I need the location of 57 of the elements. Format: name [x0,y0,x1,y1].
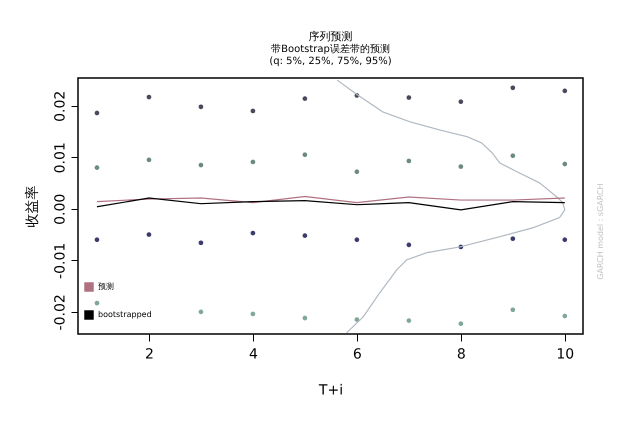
point [198,162,204,168]
point [354,237,360,242]
x-axis-title: T+i [318,382,344,398]
line-series [96,196,566,204]
point [198,310,204,314]
point [562,237,568,242]
line-series [96,197,566,210]
point [94,300,100,306]
y-tick-label: 0.00 [52,194,68,225]
point [250,160,256,164]
point [406,95,412,100]
point [198,104,204,110]
point [250,108,256,114]
point [406,158,412,164]
point [406,242,412,248]
chart-title: 序列预测 [308,30,352,43]
point [458,99,464,104]
legend-label: bootstrapped [98,310,152,319]
y-tick-label: 0.02 [52,90,68,122]
point [354,317,360,322]
point [302,152,308,158]
point [198,240,204,246]
point [146,232,152,237]
point [146,94,152,100]
point [354,169,360,174]
point [458,164,464,169]
y-tick-label: -0.02 [52,294,68,330]
point [562,314,568,318]
point [406,318,412,323]
x-tick-label: 6 [352,346,362,362]
point [510,153,516,158]
point [94,165,100,170]
y-tick-label: 0.01 [52,142,68,174]
point [94,237,100,242]
point [562,162,568,166]
point [250,230,256,236]
chart-subtitle: 带Bootstrap误差带的预测 (q: 5%, 25%, 75%, 95%) [269,43,392,67]
point [250,312,256,316]
line-series [336,79,566,334]
legend-label: 预测 [98,282,114,291]
point [510,236,516,242]
x-tick-label: 8 [456,346,466,362]
point [562,88,568,94]
point [302,233,308,238]
point [458,321,464,326]
y-axis-title: 收益率 [24,186,40,228]
x-tick-label: 4 [248,346,258,362]
point [510,307,516,312]
point [302,96,308,101]
text: GARCH model : sGARCH [596,183,605,280]
point [146,158,152,162]
x-tick-label: 10 [556,346,574,362]
point [510,85,516,90]
x-tick-label: 2 [144,346,154,362]
y-tick-label: -0.01 [52,242,68,279]
point [94,110,100,116]
point [302,316,308,320]
